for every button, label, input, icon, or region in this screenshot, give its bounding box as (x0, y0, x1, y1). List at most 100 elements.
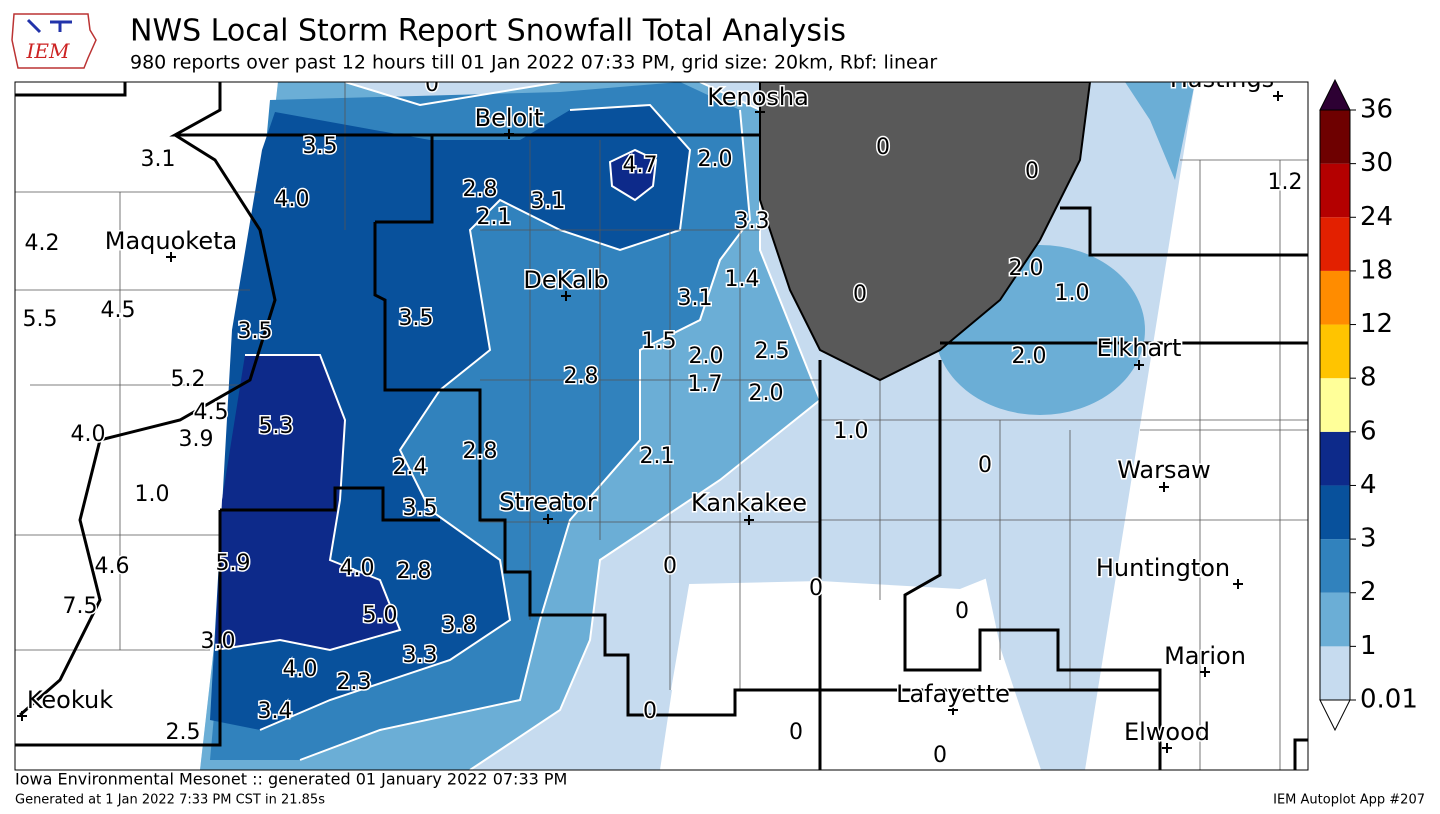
colorbar-tick-label: 30 (1360, 148, 1393, 178)
colorbar-segment (1320, 431, 1350, 486)
snow-area-1-2 (1125, 82, 1195, 180)
snowfall-label: 0 (978, 453, 992, 478)
snowfall-label: 0 (933, 743, 947, 768)
snowfall-label: 2.0 (698, 147, 733, 172)
snowfall-label: 4.5 (101, 298, 136, 323)
snow-area-4-6 (608, 148, 658, 202)
colorbar-tick-label: 12 (1360, 309, 1393, 339)
snowfall-label: 0 (876, 135, 890, 160)
snowfall-label: 1.0 (834, 419, 869, 444)
snowfall-label: 2.0 (1012, 344, 1047, 369)
snowfall-label: 2.5 (755, 339, 790, 364)
city-marker (543, 514, 553, 524)
city-label: Elwood (1124, 718, 1210, 746)
city-label: Streator (499, 488, 597, 516)
state-border (940, 206, 1308, 345)
city-marker (1159, 482, 1169, 492)
snow-area-4-6 (215, 355, 400, 650)
lake-michigan (759, 82, 1092, 382)
snowfall-label: 4.6 (95, 554, 130, 579)
logo: IEM (11, 13, 97, 69)
logo-icon (26, 18, 72, 34)
snowfall-label: 2.0 (749, 381, 784, 406)
no-snow-area (660, 580, 1040, 770)
city-marker (1273, 91, 1283, 101)
snowfall-label: 3.9 (179, 427, 214, 452)
state-border (818, 360, 1162, 770)
city-label: Kenosha (707, 83, 809, 111)
colorbar-segment (1320, 378, 1350, 432)
snowfall-label: 4.5 (194, 400, 229, 425)
city-marker (1162, 743, 1172, 753)
colorbar-segment (1320, 646, 1350, 700)
city-label: DeKalb (523, 266, 608, 294)
snowfall-label: 3.1 (531, 189, 566, 214)
city-label: Kankakee (691, 489, 807, 517)
snowfall-label: 1.4 (725, 267, 760, 292)
snowfall-label: 1.2 (1268, 170, 1303, 195)
contour (214, 354, 402, 652)
snowfall-label: 0 (809, 576, 823, 601)
snowfall-label: 2.1 (477, 205, 512, 230)
snowfall-label: 4.7 (623, 153, 658, 178)
snowfall-label: 2.0 (689, 344, 724, 369)
snowfall-label: 0 (789, 720, 803, 745)
colorbar-tick-label: 6 (1360, 416, 1377, 446)
city-label: Keokuk (27, 686, 113, 714)
state-border (220, 486, 440, 522)
snowfall-label: 0 (663, 554, 677, 579)
snowfall-label: 3.5 (399, 306, 434, 331)
snowfall-label: 5.5 (23, 307, 58, 332)
subtitle: 980 reports over past 12 hours till 01 J… (130, 52, 937, 74)
snowfall-label: 1.0 (1055, 281, 1090, 306)
map: Beloit Kenosha Hastings Maquoketa DeKalb Elkh… (15, 65, 1308, 770)
state-border (19, 133, 277, 717)
city-label: Beloit (475, 104, 544, 132)
contour (259, 103, 692, 731)
snowfall-label: 4.0 (340, 556, 375, 581)
city-label: Hastings (1170, 65, 1274, 93)
city-marker (1233, 579, 1243, 589)
city-marker (17, 711, 27, 721)
colorbar-tick-label: 8 (1360, 363, 1377, 393)
city-marker (744, 515, 754, 525)
city-marker (1200, 667, 1210, 677)
snowfall-label: 3.0 (201, 629, 236, 654)
snowfall-label: 5.0 (363, 603, 398, 628)
snowfall-label: 5.3 (259, 414, 294, 439)
contour (344, 82, 561, 107)
colorbar-segment (1320, 110, 1350, 164)
state-border (1293, 738, 1308, 770)
snowfall-label: 4.0 (71, 422, 106, 447)
city-marker (1134, 360, 1144, 370)
map-frame (14, 81, 1309, 771)
colorbar-segment (1320, 485, 1350, 540)
snowfall-label: 4.0 (283, 657, 318, 682)
city-label: Elkhart (1097, 334, 1182, 362)
colorbar-segment (1320, 539, 1350, 593)
colorbar-frame (1319, 109, 1351, 701)
snowfall-label: 2.0 (1009, 256, 1044, 281)
snowfall-label: 3.5 (303, 134, 338, 159)
county-lines (15, 82, 1308, 770)
snowfall-label: 2.8 (397, 559, 432, 584)
colorbar-segment (1320, 324, 1350, 379)
map-labels: Beloit Kenosha Hastings Maquoketa DeKalb Elkh… (17, 65, 1304, 770)
snowfall-label: 2.8 (463, 177, 498, 202)
state-border (169, 82, 760, 137)
city-label: Maquoketa (105, 227, 237, 255)
snowfall-label: 2.8 (463, 439, 498, 464)
footer-generated: Generated at 1 Jan 2022 7:33 PM CST in 2… (15, 793, 325, 808)
snowfall-label: 0 (425, 72, 439, 97)
snowfall-label: 1.7 (688, 372, 723, 397)
colorbar-under (1319, 699, 1351, 732)
county-line (119, 82, 1281, 770)
snowfall-label: 0 (955, 599, 969, 624)
snowfall-label: 1.5 (642, 329, 677, 354)
state-border (15, 82, 127, 97)
county-line (15, 159, 1308, 651)
city-marker (561, 291, 571, 301)
contour (299, 109, 752, 761)
snowfall-label: 0 (643, 699, 657, 724)
